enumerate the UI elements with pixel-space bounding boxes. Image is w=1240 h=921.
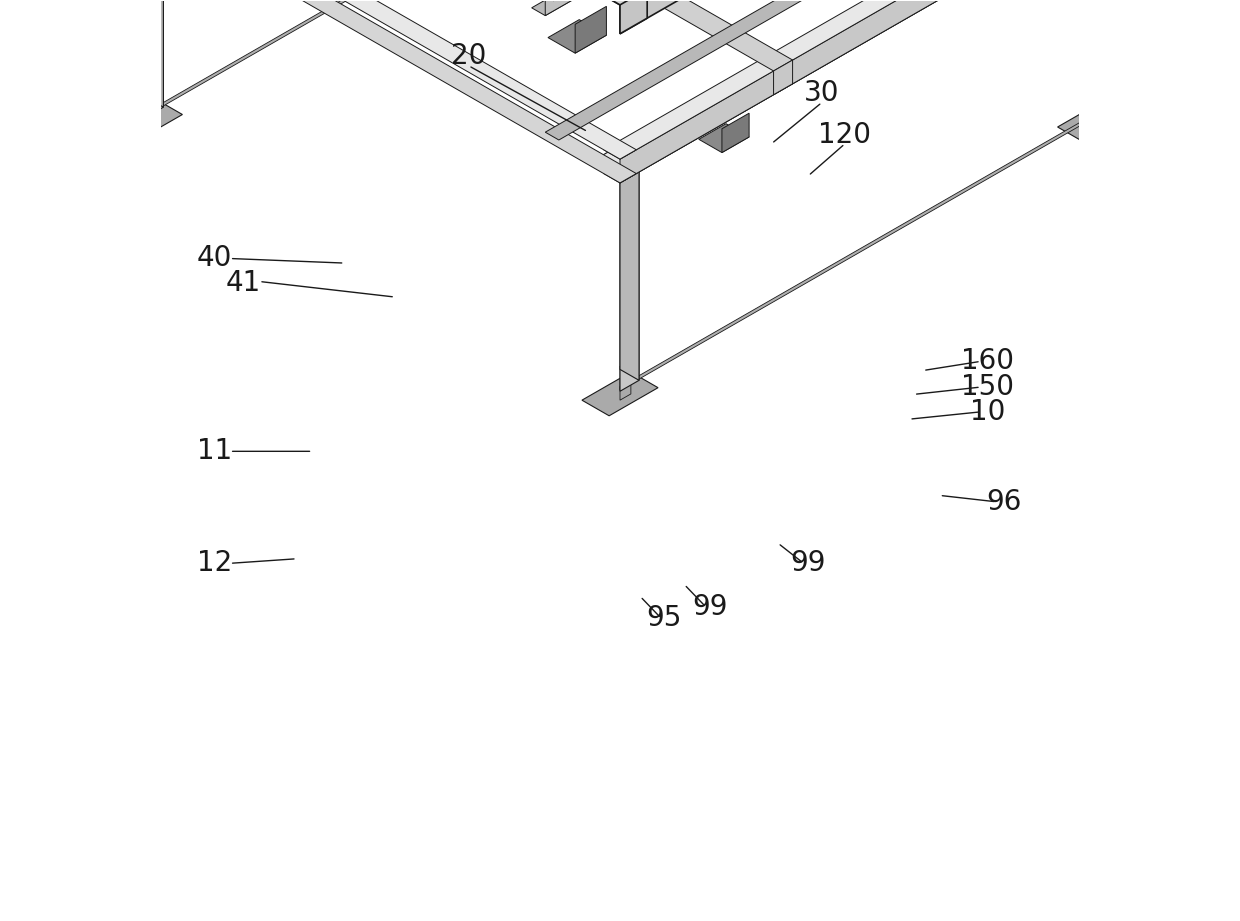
Text: 20: 20 — [451, 42, 486, 71]
Polygon shape — [1096, 107, 1106, 117]
Text: 150: 150 — [961, 373, 1014, 401]
Polygon shape — [532, 0, 573, 16]
Polygon shape — [620, 0, 1163, 34]
Text: 95: 95 — [646, 604, 682, 633]
Polygon shape — [620, 107, 1106, 390]
Text: 12: 12 — [196, 549, 232, 577]
Polygon shape — [620, 0, 647, 34]
Polygon shape — [548, 19, 606, 53]
Text: 99: 99 — [790, 549, 826, 577]
Polygon shape — [1096, 0, 1115, 107]
Polygon shape — [582, 372, 658, 415]
Polygon shape — [722, 113, 749, 153]
Text: 120: 120 — [818, 121, 872, 148]
Polygon shape — [1058, 99, 1133, 143]
Polygon shape — [144, 87, 155, 127]
Text: 40: 40 — [196, 244, 232, 273]
Polygon shape — [1096, 87, 1106, 127]
Polygon shape — [144, 0, 164, 118]
Polygon shape — [77, 0, 647, 5]
Text: 41: 41 — [226, 269, 262, 297]
Text: 96: 96 — [986, 488, 1022, 516]
Polygon shape — [601, 146, 639, 167]
Polygon shape — [107, 99, 182, 143]
Polygon shape — [620, 0, 1136, 183]
Polygon shape — [144, 0, 631, 117]
Polygon shape — [104, 0, 636, 159]
Polygon shape — [104, 0, 636, 183]
Polygon shape — [620, 146, 639, 380]
Polygon shape — [144, 0, 164, 107]
Text: 160: 160 — [961, 347, 1014, 376]
Polygon shape — [620, 156, 639, 391]
Text: 30: 30 — [805, 79, 839, 107]
Polygon shape — [1096, 0, 1115, 118]
Text: 11: 11 — [196, 437, 232, 465]
Polygon shape — [546, 0, 573, 16]
Polygon shape — [604, 0, 1136, 183]
Text: 10: 10 — [970, 398, 1004, 426]
Polygon shape — [604, 0, 1136, 159]
Polygon shape — [774, 60, 792, 95]
Polygon shape — [699, 123, 749, 153]
Polygon shape — [620, 360, 631, 400]
Polygon shape — [575, 6, 606, 53]
Text: 99: 99 — [692, 593, 728, 622]
Polygon shape — [257, 0, 792, 71]
Polygon shape — [77, 0, 1163, 5]
Polygon shape — [546, 0, 1061, 140]
Polygon shape — [620, 0, 1136, 183]
